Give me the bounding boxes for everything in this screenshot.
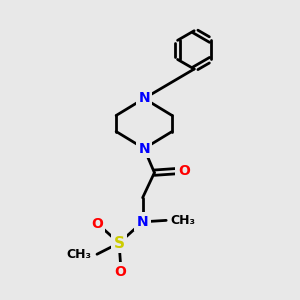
Text: O: O bbox=[178, 164, 190, 178]
Text: O: O bbox=[91, 217, 103, 231]
Text: S: S bbox=[114, 236, 124, 250]
Text: CH₃: CH₃ bbox=[171, 214, 196, 227]
Text: CH₃: CH₃ bbox=[67, 248, 92, 261]
Text: O: O bbox=[115, 265, 127, 279]
Text: N: N bbox=[138, 92, 150, 106]
Text: N: N bbox=[137, 215, 148, 229]
Text: N: N bbox=[138, 142, 150, 155]
